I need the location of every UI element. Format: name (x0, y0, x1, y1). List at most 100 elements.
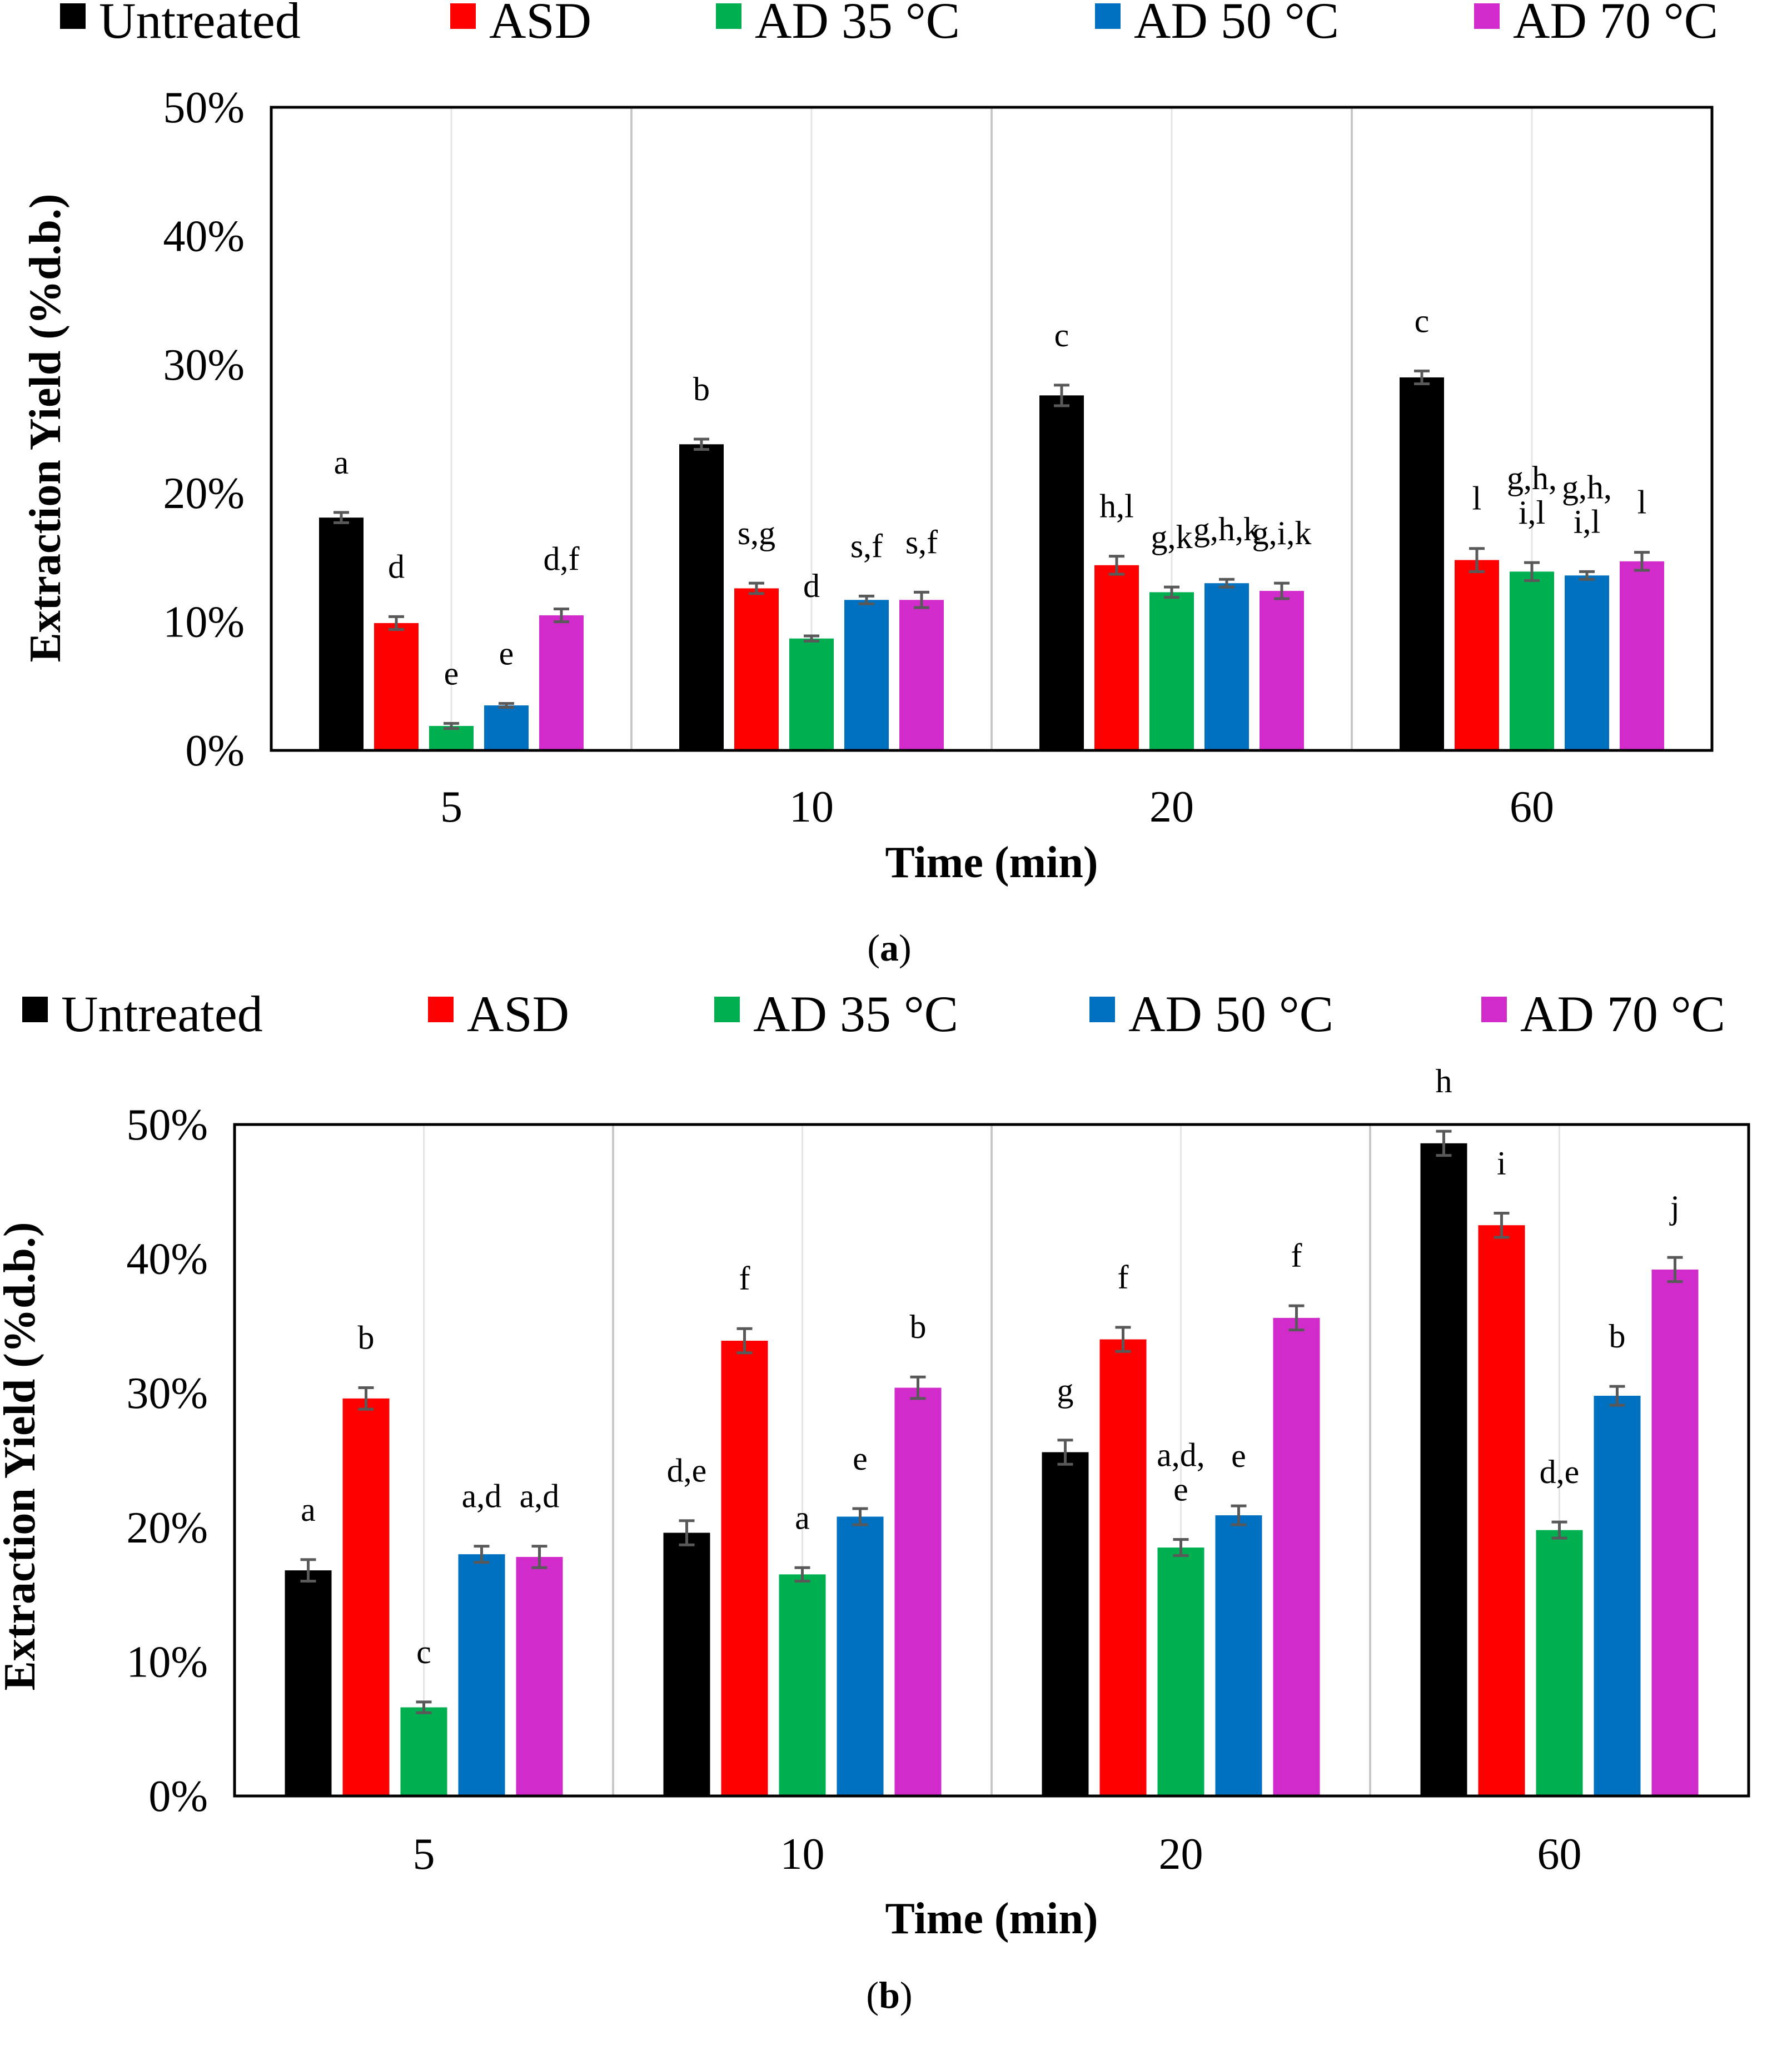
y-tick-label-b: 30% (126, 1369, 208, 1418)
error-bar-untreated-5min-b (300, 1558, 316, 1583)
bar-asd-60min-a (1455, 560, 1499, 750)
plot-area-frame-a (270, 106, 1714, 752)
significance-label-ad35-20min-b: a,d, e (1157, 1437, 1205, 1508)
error-bar-asd-5min-b (358, 1386, 374, 1411)
error-bar-untreated-10min-a (694, 437, 709, 451)
y-tick-label-b: 40% (126, 1235, 208, 1284)
error-bar-ad70-10min-a (914, 590, 929, 609)
chart-panel-a: Untreated ASD AD 35 °C AD 50 °C AD 70 °C 0% 10… (21, 0, 1718, 969)
error-bar-asd-20min-b (1115, 1326, 1131, 1353)
error-bar-ad50-60min-b (1609, 1385, 1625, 1407)
significance-label-ad50-60min-b: b (1609, 1318, 1626, 1355)
legend-swatch-ad70-b (1481, 997, 1507, 1022)
error-bar-ad70-5min-b (531, 1545, 547, 1569)
significance-label-asd-10min-a: s,g (738, 515, 775, 551)
y-tick-label-a: 40% (163, 212, 245, 261)
error-bar-ad50-10min-b (852, 1507, 868, 1526)
significance-label-ad35-60min-a: g,h, i,l (1507, 460, 1557, 531)
x-axis-title-b: Time (min) (885, 1894, 1098, 1943)
legend-label-untreated-b: Untreated (61, 986, 263, 1042)
error-bar-ad35-10min-a (804, 634, 819, 643)
significance-label-ad35-20min-a: g,k (1151, 519, 1193, 555)
significance-label-asd-60min-a: l (1472, 480, 1482, 517)
legend-swatch-ad70-a (1474, 3, 1500, 29)
bar-asd-10min-a (734, 588, 779, 750)
legend-label-ad35-a: AD 35 °C (755, 0, 960, 49)
x-category-label-b: 10 (780, 1830, 825, 1879)
bar-asd-20min-b (1099, 1339, 1147, 1796)
significance-label-asd-20min-b: f (1118, 1259, 1129, 1296)
significance-label-ad70-5min-a: d,f (544, 540, 580, 577)
significance-label-asd-5min-a: d (388, 548, 405, 585)
error-bar-ad35-5min-a (444, 722, 459, 730)
significance-label-ad70-5min-b: a,d (520, 1478, 560, 1515)
significance-label-asd-10min-b: f (739, 1260, 750, 1297)
significance-label-ad35-5min-a: e (444, 655, 459, 691)
error-bar-asd-10min-a (749, 581, 764, 595)
error-bar-ad50-10min-a (859, 594, 874, 605)
significance-label-untreated-20min-a: c (1054, 317, 1069, 354)
significance-label-ad35-10min-a: d (803, 568, 820, 604)
bar-ad35-5min-a (429, 726, 474, 750)
error-bar-asd-5min-a (389, 615, 404, 631)
legend-label-untreated-a: Untreated (99, 0, 301, 49)
significance-label-ad50-60min-a: g,h, i,l (1562, 469, 1612, 540)
error-bar-ad70-20min-a (1274, 581, 1290, 600)
significance-label-ad50-20min-b: e (1231, 1437, 1246, 1474)
x-category-label-a: 5 (440, 783, 462, 832)
error-bar-ad70-10min-b (910, 1375, 926, 1400)
error-bar-ad50-20min-b (1231, 1504, 1247, 1526)
y-tick-label-b: 10% (126, 1638, 208, 1686)
bar-ad70-5min-b (516, 1556, 563, 1796)
error-bar-ad50-5min-b (474, 1545, 490, 1564)
bar-asd-20min-a (1094, 565, 1139, 750)
bar-ad50-10min-b (837, 1516, 884, 1796)
y-tick-label-a: 50% (163, 83, 245, 132)
panel-caption-b: (b) (866, 1974, 912, 2016)
significance-label-untreated-10min-a: b (693, 371, 710, 407)
x-axis-title-a: Time (min) (885, 838, 1098, 887)
bar-ad35-5min-b (400, 1707, 447, 1796)
legend-label-ad70-b: AD 70 °C (1520, 986, 1725, 1042)
bar-ad50-5min-b (458, 1554, 505, 1796)
y-tick-label-b: 0% (148, 1772, 208, 1821)
error-bar-asd-60min-a (1469, 547, 1485, 573)
significance-label-untreated-5min-a: a (334, 444, 349, 481)
bar-untreated-60min-a (1400, 377, 1444, 750)
y-tick-label-a: 30% (163, 341, 245, 390)
bar-asd-60min-b (1478, 1225, 1525, 1796)
error-bar-ad70-5min-a (554, 607, 569, 624)
legend-label-ad50-a: AD 50 °C (1134, 0, 1339, 49)
significance-label-ad50-10min-a: s,f (850, 528, 883, 564)
legend-swatch-untreated-b (22, 997, 48, 1022)
y-tick-label-a: 0% (185, 727, 245, 775)
significance-label-untreated-5min-b: a (301, 1491, 316, 1528)
bar-ad50-20min-a (1204, 583, 1249, 750)
significance-label-untreated-60min-b: h (1436, 1063, 1452, 1099)
legend-label-asd-a: ASD (489, 0, 591, 49)
bar-untreated-5min-b (285, 1570, 332, 1796)
significance-label-asd-5min-b: b (358, 1320, 375, 1356)
error-bar-untreated-5min-a (333, 511, 349, 524)
error-bar-untreated-60min-a (1414, 369, 1430, 386)
significance-label-untreated-10min-b: d,e (667, 1452, 707, 1489)
bar-ad50-60min-b (1594, 1396, 1641, 1796)
bar-ad50-60min-a (1565, 575, 1609, 750)
bar-ad70-20min-b (1273, 1317, 1320, 1796)
significance-label-untreated-20min-b: g (1057, 1372, 1074, 1409)
x-category-label-a: 60 (1510, 783, 1554, 832)
bar-asd-5min-b (342, 1398, 390, 1796)
bar-ad35-20min-a (1149, 592, 1194, 750)
error-bar-untreated-20min-b (1057, 1439, 1073, 1466)
legend-swatch-ad35-a (716, 3, 741, 29)
y-tick-label-b: 50% (126, 1101, 208, 1150)
error-bar-ad35-5min-b (416, 1700, 432, 1714)
x-category-label-b: 20 (1159, 1830, 1203, 1879)
error-bar-ad50-5min-a (499, 702, 514, 709)
error-bar-ad50-20min-a (1219, 578, 1235, 589)
legend-label-ad35-b: AD 35 °C (753, 986, 958, 1042)
significance-label-ad50-20min-a: g,h,k (1193, 511, 1260, 548)
significance-label-ad35-5min-b: c (416, 1634, 431, 1670)
bar-ad35-60min-b (1536, 1530, 1583, 1796)
